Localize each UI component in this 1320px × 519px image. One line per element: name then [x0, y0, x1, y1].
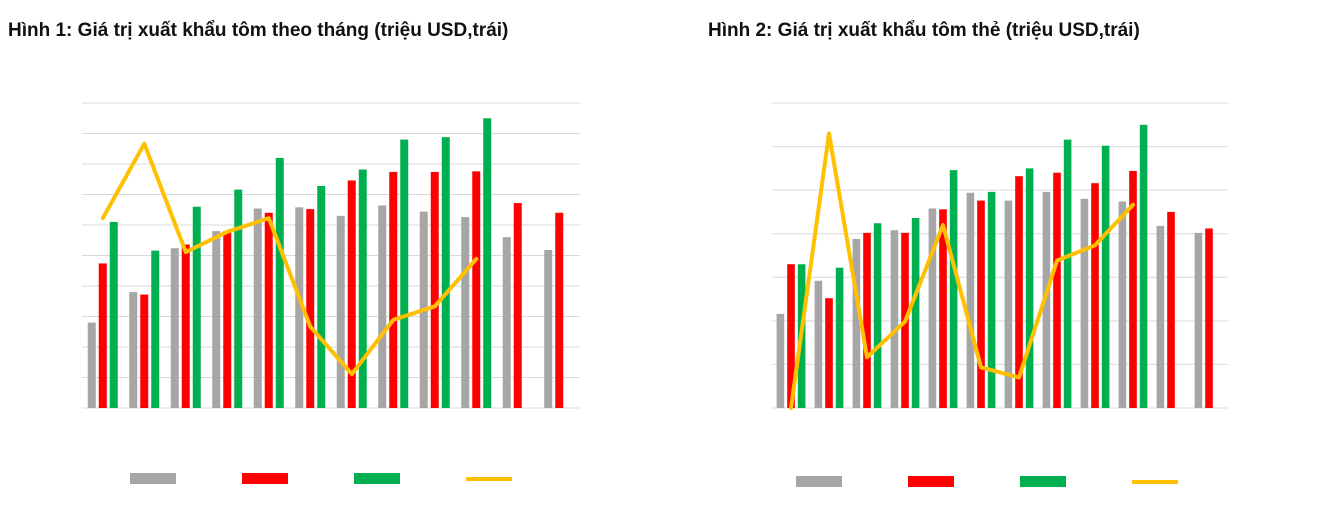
bar-2023-T8: [378, 205, 387, 408]
bar-2024-T6: [977, 200, 985, 408]
bar-2023-T10: [461, 217, 470, 408]
bar-2023-T3: [852, 238, 861, 408]
chart2-title: Hình 2: Giá trị xuất khẩu tôm thẻ (triệu…: [708, 20, 1140, 41]
bar-2024-T6: [306, 209, 315, 408]
bar-2023-T2: [129, 292, 138, 408]
bar-2025-T4: [911, 218, 920, 408]
bar-2024-T9: [1091, 183, 1099, 408]
bar-2023-T12: [1194, 232, 1203, 408]
bar-2024-T1: [787, 264, 795, 408]
bar-2024-T7: [1015, 176, 1023, 408]
bar-2023-T8: [1042, 191, 1051, 408]
legend-swatch-2025: [354, 473, 400, 484]
bar-2025-T1: [109, 221, 118, 408]
bar-2024-T4: [223, 231, 232, 408]
legend-swatch-2023: [130, 473, 176, 484]
bar-2023-T11: [1156, 225, 1165, 408]
bar-2024-T10: [472, 171, 481, 408]
yoy-line: [789, 131, 1135, 410]
bar-2023-T5: [253, 208, 262, 408]
bar-2023-T3: [170, 248, 179, 408]
bar-2024-T12: [555, 212, 564, 408]
bar-2024-T2: [140, 294, 149, 408]
legend-swatch-2023: [796, 476, 842, 487]
bar-2025-T7: [1025, 168, 1034, 408]
bar-2023-T10: [1118, 201, 1127, 408]
bar-2025-T5: [275, 157, 284, 408]
bar-2025-T7: [358, 169, 367, 408]
bar-2024-T3: [181, 244, 190, 408]
bar-2025-T3: [873, 223, 882, 408]
bar-2023-T2: [814, 280, 823, 408]
bar-2024-T5: [264, 212, 273, 408]
bar-2025-T8: [1063, 139, 1072, 408]
chart2-svg: [772, 102, 1228, 487]
bar-2025-T9: [441, 137, 450, 408]
bar-2025-T10: [483, 118, 492, 408]
bar-2025-T6: [987, 191, 996, 408]
bar-2023-T12: [544, 250, 553, 408]
bar-2023-T9: [1080, 198, 1089, 408]
bar-2024-T3: [863, 232, 871, 408]
bar-2023-T1: [87, 322, 96, 408]
bar-2023-T5: [928, 208, 937, 408]
bar-2025-T5: [949, 170, 958, 408]
bar-2025-T2: [835, 267, 844, 408]
bar-2024-T2: [825, 298, 833, 408]
bar-2023-T6: [966, 192, 975, 408]
chart1-svg: [82, 102, 580, 484]
bar-2025-T4: [234, 189, 243, 408]
bar-2024-T8: [1053, 172, 1061, 408]
bar-2023-T7: [336, 215, 345, 408]
legend-swatch-2024: [908, 476, 954, 487]
bar-2024-T7: [347, 180, 356, 408]
bar-2023-T4: [212, 231, 221, 408]
bar-2024-T11: [513, 203, 522, 408]
bar-2024-T11: [1167, 211, 1175, 408]
bar-2025-T10: [1139, 124, 1148, 409]
bar-2023-T7: [1004, 200, 1013, 408]
bar-2024-T10: [1129, 170, 1137, 408]
bar-2023-T11: [502, 237, 511, 408]
legend-swatch-2024: [242, 473, 288, 484]
bar-2024-T5: [939, 209, 947, 408]
bar-2024-T1: [98, 263, 107, 408]
bar-2025-T3: [192, 206, 201, 408]
bar-2023-T6: [295, 207, 304, 408]
bar-2024-T9: [430, 171, 439, 408]
bar-2023-T1: [776, 313, 785, 408]
bar-2025-T2: [151, 250, 160, 408]
chart1-title: Hình 1: Giá trị xuất khẩu tôm theo tháng…: [8, 20, 509, 41]
yoy-line: [100, 141, 479, 377]
bar-2024-T12: [1205, 228, 1213, 408]
bar-2025-T8: [400, 139, 409, 408]
bar-2024-T8: [389, 171, 398, 408]
bar-2025-T6: [317, 185, 326, 408]
bar-2023-T4: [890, 230, 899, 408]
bar-2025-T9: [1101, 145, 1110, 408]
legend-swatch-2025: [1020, 476, 1066, 487]
